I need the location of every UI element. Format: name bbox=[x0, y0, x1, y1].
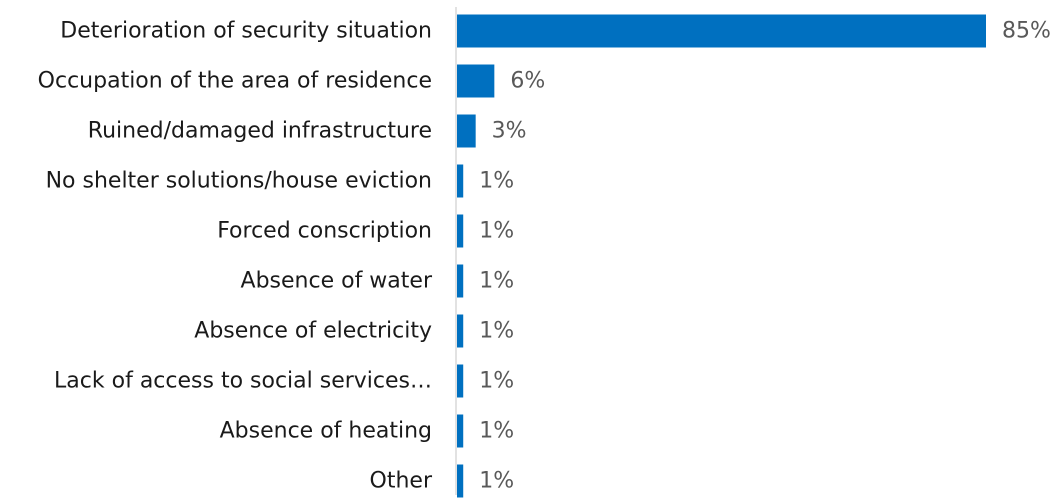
bar-10 bbox=[457, 464, 464, 498]
category-label-9: Absence of heating bbox=[220, 419, 432, 444]
bar-5 bbox=[457, 214, 464, 248]
category-label-3: Ruined/damaged infrastructure bbox=[88, 119, 432, 144]
category-label-1: Deterioration of security situation bbox=[60, 19, 432, 44]
bar-9 bbox=[457, 414, 464, 448]
bar-1 bbox=[457, 14, 986, 48]
value-label-4: 1% bbox=[479, 169, 514, 194]
value-label-3: 3% bbox=[492, 119, 527, 144]
category-label-2: Occupation of the area of residence bbox=[38, 69, 432, 94]
category-label-10: Other bbox=[370, 469, 433, 494]
bar-8 bbox=[457, 364, 464, 398]
category-label-6: Absence of water bbox=[241, 269, 433, 294]
bar-4 bbox=[457, 164, 464, 198]
bar-7 bbox=[457, 314, 464, 348]
category-label-4: No shelter solutions/house eviction bbox=[46, 169, 432, 194]
category-label-5: Forced conscription bbox=[217, 219, 432, 244]
value-label-7: 1% bbox=[479, 319, 514, 344]
value-label-6: 1% bbox=[479, 269, 514, 294]
bars-group: Deterioration of security situation 85% Oc… bbox=[38, 14, 1051, 498]
value-label-10: 1% bbox=[479, 469, 514, 494]
category-label-8: Lack of access to social services… bbox=[54, 369, 432, 394]
value-label-1: 85% bbox=[1002, 19, 1051, 44]
bar-6 bbox=[457, 264, 464, 298]
bar-2 bbox=[457, 64, 495, 98]
value-label-5: 1% bbox=[479, 219, 514, 244]
value-label-2: 6% bbox=[510, 69, 545, 94]
bar-3 bbox=[457, 114, 476, 148]
value-label-9: 1% bbox=[479, 419, 514, 444]
category-label-7: Absence of electricity bbox=[194, 319, 432, 344]
value-label-8: 1% bbox=[479, 369, 514, 394]
